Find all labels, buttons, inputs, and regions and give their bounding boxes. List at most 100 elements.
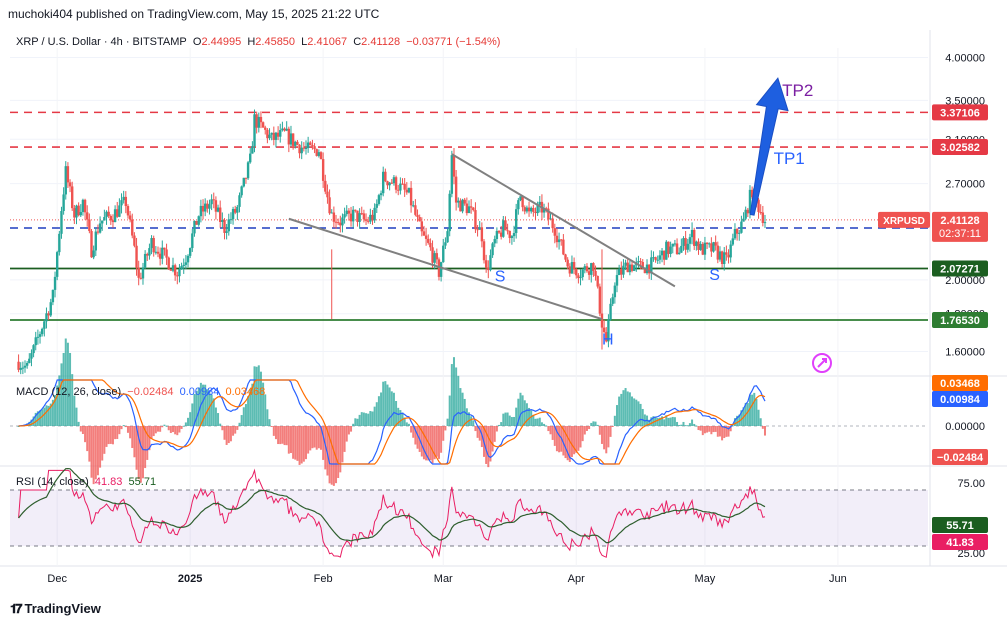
candle-body (489, 255, 492, 271)
candle-body (251, 146, 254, 154)
candle-body (40, 328, 44, 335)
candle-body (229, 219, 233, 221)
macd-histogram-bar (566, 426, 569, 461)
macd-histogram-bar (337, 426, 340, 478)
macd-histogram-bar (94, 426, 97, 480)
macd-histogram-bar (388, 387, 391, 426)
macd-histogram-bar (729, 426, 732, 432)
macd-histogram-bar (238, 422, 241, 426)
candle-body (38, 334, 42, 337)
candle-body (394, 177, 398, 190)
candle-body (652, 257, 655, 259)
macd-histogram-bar (285, 426, 288, 446)
candle-body (748, 189, 752, 214)
macd-histogram-bar (718, 426, 721, 437)
macd-histogram-bar (165, 425, 168, 427)
macd-histogram-bar (748, 394, 751, 426)
macd-histogram-bar (219, 423, 222, 426)
candle-body (536, 204, 539, 214)
candle-body (169, 269, 173, 271)
macd-histogram-bar (223, 426, 226, 440)
candle-body (667, 241, 670, 254)
macd-histogram-bar (474, 426, 477, 432)
macd-histogram-bar (461, 392, 464, 426)
candle-body (203, 203, 207, 212)
macd-signal-value: 0.03468 (225, 386, 266, 398)
macd-histogram-bar (167, 426, 170, 431)
candle-body (184, 262, 188, 265)
candle-body (158, 253, 162, 259)
macd-histogram-bar (487, 426, 490, 468)
candle-body (680, 245, 683, 253)
macd-histogram-bar (58, 375, 61, 426)
candle-body (287, 128, 291, 145)
candle-body (75, 205, 78, 218)
macd-histogram-bar (294, 426, 297, 460)
symbol-name[interactable]: XRP / U.S. Dollar · 4h · BITSTAMP (16, 36, 187, 48)
candle-body (28, 358, 31, 363)
candle-body (729, 244, 732, 258)
macd-histogram-bar (172, 426, 175, 433)
macd-histogram-bar (81, 426, 84, 435)
candle-body (564, 254, 567, 260)
macd-histogram-bar (144, 426, 147, 469)
candle-body (345, 210, 348, 215)
rsi-line (18, 468, 766, 559)
macd-histogram-bar (485, 426, 488, 464)
candle-body (53, 276, 57, 290)
candle-body (697, 241, 700, 250)
macd-histogram-bar (30, 419, 33, 426)
ohlc-open: 2.44995 (201, 36, 242, 48)
candle-body (311, 144, 314, 147)
macd-histogram-bar (658, 417, 661, 426)
macd-histogram-bar (247, 396, 250, 426)
macd-histogram-bar (191, 403, 194, 426)
candle-body (757, 199, 760, 213)
x-tick-label: 2025 (178, 573, 202, 585)
macd-histogram-bar (133, 426, 136, 458)
macd-histogram-bar (465, 408, 468, 426)
candle-body (412, 205, 415, 207)
macd-histogram-bar (386, 384, 389, 426)
rsi-title[interactable]: RSI (14, close) (16, 476, 89, 488)
candle-body (457, 200, 460, 203)
candle-body (720, 251, 724, 265)
macd-histogram-bar (49, 403, 52, 426)
ohlc-high: 2.45850 (255, 36, 296, 48)
candle-body (452, 155, 456, 177)
candle-body (662, 250, 666, 260)
macd-histogram-bar (264, 394, 267, 426)
macd-histogram-bar (416, 426, 419, 449)
macd-histogram-bar (753, 392, 756, 426)
macd-histogram-bar (594, 421, 597, 426)
macd-histogram-bar (184, 422, 187, 426)
candle-body (25, 362, 29, 366)
macd-histogram-bar (341, 426, 344, 463)
macd-histogram-bar (530, 410, 533, 426)
macd-histogram-bar (43, 407, 46, 426)
macd-histogram-bar (626, 391, 629, 426)
candle-body (150, 238, 153, 249)
candle-body (351, 209, 355, 222)
candles (17, 109, 767, 375)
candle-body (708, 243, 711, 245)
candle-body (699, 243, 702, 250)
macd-histogram-bar (540, 422, 543, 426)
macd-histogram-bar (605, 426, 608, 454)
candle-body (630, 264, 634, 271)
price-level-badge (932, 104, 988, 121)
macd-histogram-bar (433, 426, 436, 460)
tradingview-footer[interactable]: 𝟏𝟕 TradingView (10, 601, 101, 617)
macd-histogram-bar (347, 426, 350, 435)
macd-histogram-bar (90, 426, 93, 478)
candle-body (731, 238, 735, 245)
macd-title[interactable]: MACD (12, 26, close) (16, 386, 122, 398)
candle-body (532, 207, 535, 212)
macd-histogram-bar (577, 426, 580, 451)
rsi-value-badge (932, 534, 988, 550)
candle-body (94, 231, 97, 251)
macd-histogram-bar (296, 426, 299, 461)
macd-histogram-bar (221, 426, 224, 431)
candle-body (339, 222, 342, 226)
